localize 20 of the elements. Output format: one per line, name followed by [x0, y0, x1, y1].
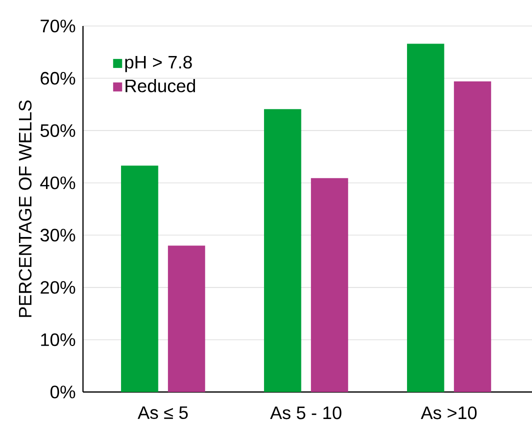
y-tick-label: 60% [40, 72, 76, 85]
y-tick-label: 20% [40, 281, 76, 294]
x-tick-label: As 5 - 10 [270, 406, 342, 420]
y-tick-label: 50% [40, 124, 76, 137]
y-tick-label: 40% [40, 176, 76, 190]
x-tick-label: As >10 [420, 406, 477, 420]
bar [121, 166, 158, 392]
bar [454, 81, 492, 392]
legend-label: pH > 7.8 [125, 56, 192, 72]
y-tick-label: 30% [40, 228, 76, 242]
y-tick-label: 70% [40, 20, 76, 32]
y-tick-label: 10% [41, 333, 76, 346]
bar [407, 44, 444, 392]
x-tick-label: As ≤ 5 [138, 406, 188, 420]
y-axis-title: PERCENTAGE OF WELLS [18, 100, 32, 317]
bar [168, 246, 206, 392]
bar [264, 109, 302, 392]
bar [310, 178, 348, 392]
legend-label: Reduced [126, 79, 195, 92]
y-tick-label: 0% [50, 386, 76, 398]
